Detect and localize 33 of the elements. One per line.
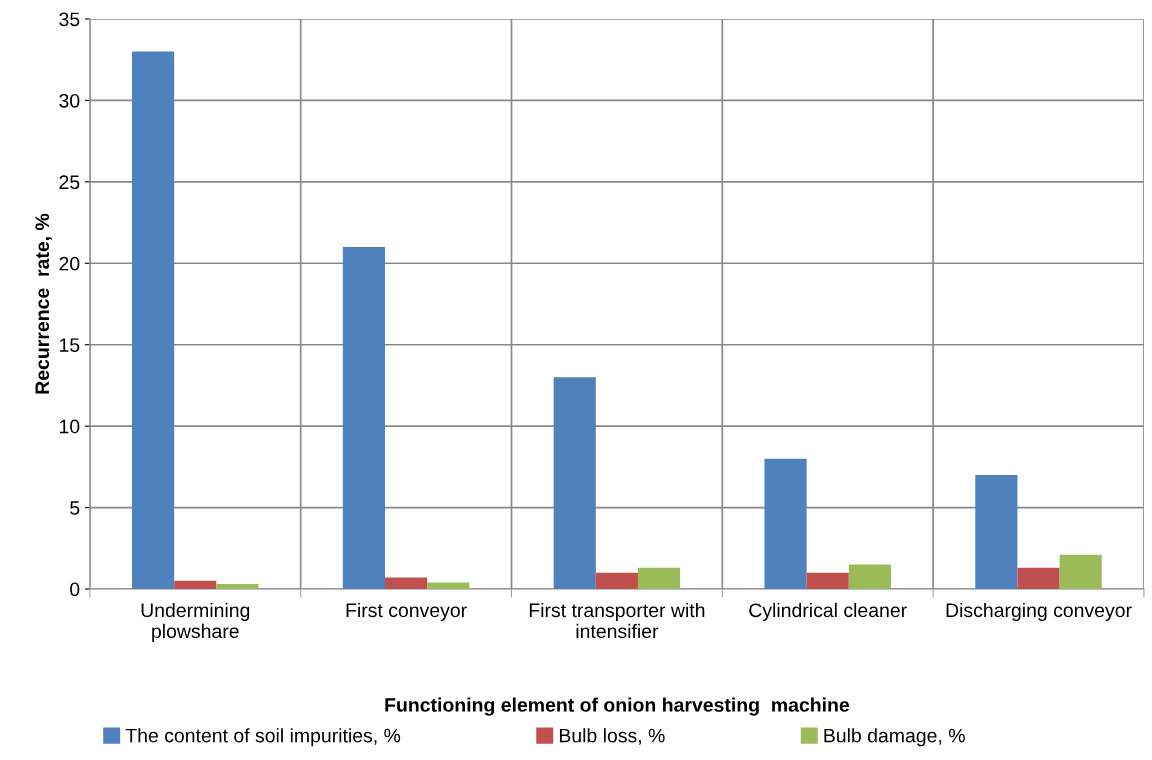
x-axis-title: Functioning element of onion harvesting machine bbox=[385, 697, 850, 716]
bar bbox=[427, 582, 470, 589]
bar bbox=[132, 51, 175, 589]
y-tick-label: 5 bbox=[70, 501, 80, 515]
bar bbox=[764, 458, 807, 589]
bar bbox=[848, 564, 891, 589]
x-tick-label: Undermining plowshare bbox=[141, 602, 250, 642]
x-tick-label: First transporter with intensifier bbox=[529, 602, 705, 639]
bar bbox=[637, 567, 681, 589]
y-tick-label: 0 bbox=[70, 582, 80, 597]
y-tick-label: 20 bbox=[59, 256, 80, 271]
y-tick-label: 30 bbox=[59, 93, 80, 108]
y-tick-label: 15 bbox=[59, 338, 80, 352]
y-tick-label: 10 bbox=[59, 419, 80, 434]
legend-label: Bulb damage, % bbox=[824, 728, 965, 747]
y-tick-label: 35 bbox=[59, 12, 80, 27]
y-tick-label: 25 bbox=[59, 175, 80, 190]
legend-label: Bulb loss, % bbox=[559, 728, 665, 745]
bar bbox=[342, 247, 385, 589]
x-tick-label: First conveyor bbox=[346, 602, 467, 622]
bar bbox=[1059, 554, 1102, 589]
bar bbox=[174, 580, 217, 589]
bar bbox=[975, 475, 1018, 589]
x-tick-label: Cylindrical cleaner bbox=[749, 602, 907, 622]
bar bbox=[806, 572, 849, 589]
x-tick-label: Discharging conveyor bbox=[946, 602, 1132, 622]
y-axis-title: Recurrence rate, % bbox=[35, 213, 52, 394]
bar bbox=[553, 377, 596, 589]
legend-label: The content of soil impurities, % bbox=[125, 728, 401, 747]
bar bbox=[216, 584, 259, 589]
bar bbox=[385, 577, 428, 589]
bar bbox=[595, 572, 638, 589]
bar bbox=[1017, 567, 1060, 589]
